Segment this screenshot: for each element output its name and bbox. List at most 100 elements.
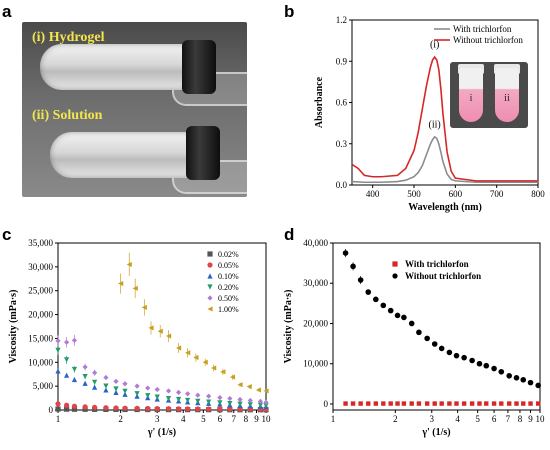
chart-d-point <box>401 314 407 321</box>
chart-b-axes: 400 500 600 700 800 0.0 0.3 0.6 0.9 1.2 Wavelength… <box>314 15 545 213</box>
chart-c-point <box>165 406 172 412</box>
chart-d-legend-marker <box>392 261 398 267</box>
chart-c-point <box>55 338 61 344</box>
chart-d-point <box>394 312 401 319</box>
chart-c-point <box>113 378 119 384</box>
chart-c-point <box>113 389 119 395</box>
chart-d-y-tick-label: 40,000 <box>303 238 328 248</box>
chart-c-series-5 <box>55 334 269 405</box>
chart-c-point <box>64 402 70 408</box>
vial-hydrogel <box>40 44 188 90</box>
chart-b-legend-label: With trichlorfon <box>453 24 512 34</box>
chart-c-point <box>92 370 98 376</box>
chart-b-y-tick-label: 0.9 <box>336 56 348 66</box>
chart-c-x-tick-label: 7 <box>232 414 237 424</box>
chart-b-series-line-1 <box>351 135 538 184</box>
chart-c-legend-label: 0.02% <box>218 250 239 259</box>
chart-c-point <box>185 406 191 412</box>
chart-c-point <box>71 366 78 373</box>
chart-d-x-tick-label: 3 <box>430 414 435 424</box>
chart-d-point <box>527 379 534 386</box>
chart-c-point <box>132 285 138 291</box>
chart-c-legend-marker <box>207 273 213 279</box>
chart-c-x-tick-label: 3 <box>155 414 160 424</box>
vial-cap-bottom <box>186 126 220 180</box>
chart-b-series-line-2 <box>351 55 538 182</box>
chart-d-point <box>342 250 349 256</box>
chart-d-point <box>409 401 414 406</box>
chart-d-point <box>491 401 497 406</box>
panel-label-a: a <box>2 2 12 21</box>
chart-c-point <box>257 398 264 405</box>
chart-d-series-2 <box>342 249 541 389</box>
chart-c-point <box>217 406 223 412</box>
chart-d-point <box>461 401 467 406</box>
chart-c-point <box>175 396 182 403</box>
chart-c-legend-label: 0.05% <box>218 261 239 270</box>
chart-d-point <box>395 401 400 406</box>
chart-d-point <box>521 401 526 406</box>
chart-d-y-tick-label: 10,000 <box>303 359 328 369</box>
chart-c-y-tick-label: 0 <box>49 405 54 415</box>
chart-d-x-tick-label: 9 <box>528 414 533 424</box>
chart-c-point <box>165 333 172 339</box>
chart-c-point <box>82 374 88 380</box>
chart-c-point <box>185 397 191 404</box>
chart-d-point <box>483 362 490 369</box>
chart-c-point <box>175 406 182 412</box>
chart-d-x-tick-label: 8 <box>518 414 523 424</box>
chart-c-point <box>257 402 264 408</box>
chart-b-legend-label: Without trichlorfon <box>453 35 523 45</box>
chart-d-point <box>447 401 452 406</box>
chart-d-point <box>388 401 393 406</box>
chart-c-point <box>145 393 151 399</box>
chart-c-y-tick-label: 10,000 <box>28 357 53 367</box>
chart-d-x-tick-label: 2 <box>393 414 398 424</box>
chart-d-point <box>484 401 489 406</box>
chart-c-legend-marker <box>207 295 213 301</box>
chart-c-point <box>165 388 172 394</box>
chart-c-x-tick-label: 8 <box>244 414 249 424</box>
chart-d-point <box>358 401 363 406</box>
chart-d-point <box>535 382 541 389</box>
chart-c-x-tick-label: 6 <box>218 414 223 424</box>
chart-c-series-4 <box>55 345 269 409</box>
chart-d-legend-label: With trichlorfon <box>405 259 469 269</box>
chart-c-point <box>118 280 124 287</box>
chart-c-point <box>165 395 172 402</box>
chart-c-point <box>113 405 119 411</box>
chart-d-legend-label: Without trichlorfon <box>405 271 481 281</box>
chart-c-y-tick-label: 20,000 <box>28 310 53 320</box>
chart-c-point <box>237 396 243 403</box>
chart-c-point <box>255 387 262 393</box>
chart-c-point <box>103 374 109 381</box>
chart-d-point <box>424 335 430 342</box>
chart-c-point <box>220 369 226 375</box>
solution-label: (ii) Solution <box>32 108 103 123</box>
chart-c-point <box>145 405 151 412</box>
chart-c-legend-marker <box>207 284 213 290</box>
chart-b-x-tick-label: 800 <box>531 189 545 199</box>
chart-d-y-tick-label: 0 <box>324 399 329 409</box>
chart-d-point <box>469 357 475 364</box>
chart-c-point <box>55 347 61 353</box>
chart-b-y-tick-label: 0.0 <box>336 180 348 190</box>
chart-c-point <box>92 384 98 390</box>
chart-c-point <box>154 406 160 412</box>
chart-c-point <box>227 400 233 407</box>
chart-d-point <box>446 349 453 356</box>
chart-c-point <box>141 304 147 311</box>
chart-c-point <box>247 397 253 404</box>
chart-c-legend-marker <box>207 262 213 268</box>
chart-d-x-axis-label: γ' (1/s) <box>421 427 450 438</box>
chart-b-x-tick-label: 700 <box>490 189 504 199</box>
chart-c-series-6 <box>118 252 269 394</box>
chart-c-point <box>113 386 119 392</box>
chart-c-point <box>154 394 160 400</box>
chart-c-point <box>227 395 233 402</box>
chart-c-point <box>148 325 154 331</box>
chart-c-point <box>185 350 191 356</box>
chart-c-legend-label: 0.20% <box>218 283 239 292</box>
chart-c-point <box>82 364 88 370</box>
